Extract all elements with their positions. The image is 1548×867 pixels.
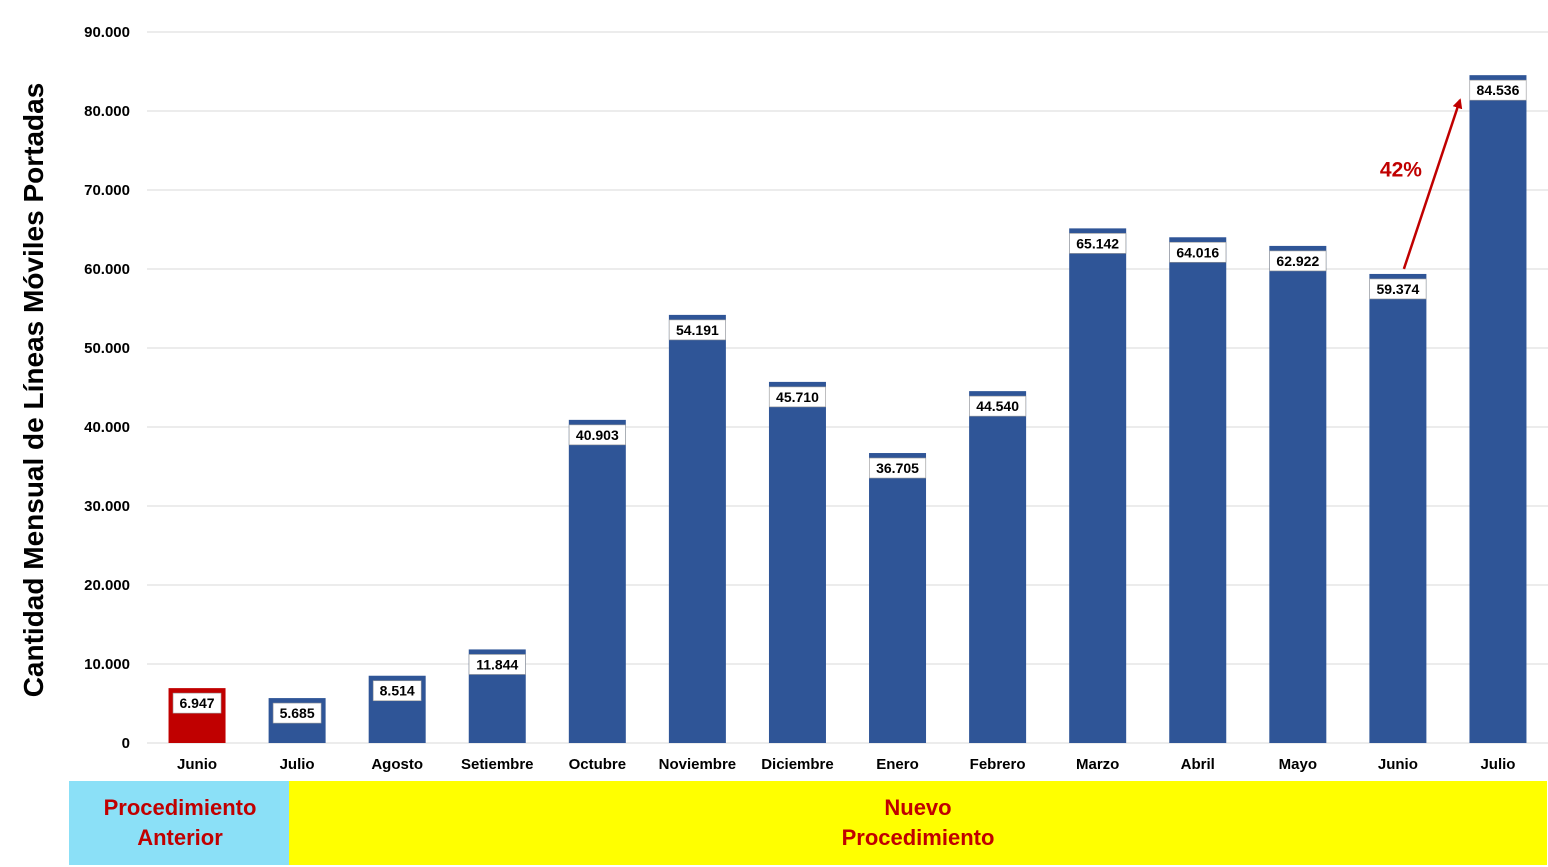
band-previous-line2: Anterior bbox=[137, 825, 223, 850]
bar bbox=[668, 314, 726, 743]
data-label-box bbox=[272, 702, 322, 724]
data-label-box bbox=[1269, 250, 1327, 272]
data-label-box bbox=[1069, 233, 1127, 254]
x-tick-label: Julio bbox=[280, 756, 315, 773]
x-axis-ticks: Junio Julio Agosto Setiembre Octubre Noviembr… bbox=[177, 756, 1515, 773]
data-label: 44.540 bbox=[976, 398, 1019, 414]
y-tick-label: 80.000 bbox=[84, 103, 130, 120]
y-tick-label: 40.000 bbox=[84, 419, 130, 436]
data-label: 40.903 bbox=[576, 427, 619, 443]
x-tick-label: Junio bbox=[1378, 756, 1418, 773]
y-axis-title: Cantidad Mensual de Líneas Móviles Porta… bbox=[18, 82, 49, 698]
growth-arrow bbox=[1402, 98, 1463, 270]
y-axis-ticks: 0 10.000 20.000 30.000 40.000 50.000 60.000 70.… bbox=[84, 24, 130, 752]
y-tick-label: 20.000 bbox=[84, 577, 130, 594]
x-tick-label: Enero bbox=[876, 756, 919, 773]
growth-annotation: 42% bbox=[1380, 98, 1463, 270]
x-tick-label: Diciembre bbox=[761, 756, 834, 773]
data-label: 59.374 bbox=[1376, 281, 1419, 297]
data-label: 62.922 bbox=[1276, 253, 1319, 269]
y-tick-label: 50.000 bbox=[84, 340, 130, 357]
data-label-box bbox=[372, 680, 422, 702]
bar bbox=[869, 453, 927, 743]
bar bbox=[1369, 273, 1427, 743]
bar bbox=[768, 381, 826, 743]
y-tick-label: 30.000 bbox=[84, 498, 130, 515]
x-tick-label: Abril bbox=[1181, 756, 1215, 773]
data-label: 64.016 bbox=[1176, 244, 1219, 260]
band-previous-line1: Procedimiento bbox=[103, 795, 257, 820]
x-tick-label: Julio bbox=[1480, 756, 1515, 773]
data-label-box bbox=[969, 395, 1027, 417]
data-label: 45.710 bbox=[776, 389, 819, 405]
x-tick-label: Octubre bbox=[569, 756, 627, 773]
band-new-procedure: Nuevo Procedimiento bbox=[289, 781, 1547, 865]
growth-percentage: 42% bbox=[1380, 159, 1422, 182]
data-label-box bbox=[568, 424, 626, 446]
x-tick-label: Febrero bbox=[970, 756, 1026, 773]
y-tick-label: 0 bbox=[122, 735, 130, 752]
gridlines bbox=[147, 31, 1548, 744]
data-label: 8.514 bbox=[380, 683, 415, 699]
bar bbox=[1169, 237, 1227, 743]
data-label-box bbox=[668, 319, 726, 341]
x-tick-label: Setiembre bbox=[461, 756, 534, 773]
data-label: 54.191 bbox=[676, 322, 719, 338]
bar bbox=[1269, 245, 1327, 743]
data-label: 6.947 bbox=[180, 695, 215, 711]
data-label: 84.536 bbox=[1477, 82, 1520, 98]
x-tick-label: Marzo bbox=[1076, 756, 1119, 773]
data-label-box bbox=[468, 654, 526, 675]
x-tick-label: Noviembre bbox=[659, 756, 737, 773]
data-label-box bbox=[1369, 278, 1427, 300]
bar bbox=[1069, 228, 1127, 744]
bar bbox=[969, 391, 1027, 743]
data-label-box bbox=[172, 692, 222, 714]
x-tick-label: Junio bbox=[177, 756, 217, 773]
y-tick-label: 60.000 bbox=[84, 261, 130, 278]
data-label-box bbox=[869, 457, 927, 479]
data-label-box bbox=[768, 386, 826, 408]
bar bbox=[1469, 75, 1527, 744]
band-previous-procedure: Procedimiento Anterior bbox=[69, 781, 291, 865]
data-label-box bbox=[1469, 79, 1527, 101]
y-tick-label: 10.000 bbox=[84, 656, 130, 673]
bar-chart: 0 10.000 20.000 30.000 40.000 50.000 60.000 70.… bbox=[84, 24, 1548, 773]
x-tick-label: Mayo bbox=[1279, 756, 1317, 773]
bars: 6.947 5.685 8.514 11.844 40.903 54.191 45.710 3… bbox=[168, 75, 1527, 744]
band-new-line1: Nuevo bbox=[884, 795, 952, 820]
data-label: 36.705 bbox=[876, 460, 919, 476]
data-label: 5.685 bbox=[280, 705, 315, 721]
y-tick-label: 70.000 bbox=[84, 182, 130, 199]
y-tick-label: 90.000 bbox=[84, 24, 130, 41]
data-label: 65.142 bbox=[1076, 235, 1119, 251]
bar bbox=[568, 419, 626, 743]
data-label: 11.844 bbox=[476, 656, 518, 672]
x-tick-label: Agosto bbox=[371, 756, 423, 773]
data-label-box bbox=[1169, 241, 1227, 263]
band-new-line2: Procedimiento bbox=[841, 825, 995, 850]
